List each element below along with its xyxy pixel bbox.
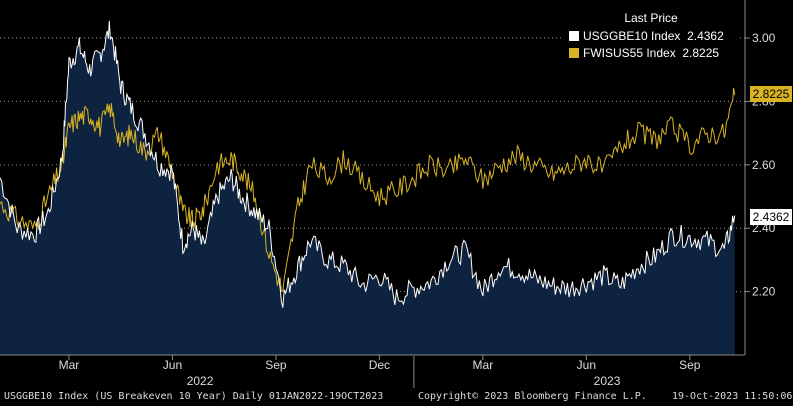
- legend-entry-fwisus55: FWISUS55 Index 2.8225: [569, 46, 719, 60]
- usggbe10-area: [0, 20, 735, 356]
- x-tick-label: Dec: [369, 358, 390, 372]
- fwisus55-line: [0, 87, 736, 292]
- footer-bar: USGGBE10 Index (US Breakeven 10 Year) Da…: [0, 388, 793, 406]
- legend-series-value: 2.4362: [687, 29, 724, 43]
- x-tick-label: Jun: [577, 358, 596, 372]
- legend-series-name: USGGBE10 Index: [583, 29, 681, 43]
- y-tick-label: 2.20: [752, 285, 776, 299]
- footer-copyright: Copyright© 2023 Bloomberg Finance L.P.: [418, 391, 647, 402]
- footer-timestamp: 19-Oct-2023 11:50:06: [672, 391, 793, 402]
- x-tick-label: Sep: [265, 358, 287, 372]
- x-tick-label: Mar: [59, 358, 80, 372]
- legend-title: Last Price: [624, 11, 678, 25]
- legend: Last Price USGGBE10 Index 2.4362 FWISUS5…: [563, 8, 739, 64]
- legend-swatch: [569, 31, 579, 41]
- last-price-tag-usggbe10: 2.4362: [750, 208, 792, 225]
- x-year-label: 2022: [187, 374, 214, 388]
- x-year-label: 2023: [594, 374, 621, 388]
- x-tick-label: Mar: [473, 358, 494, 372]
- y-tick-label: 3.00: [752, 31, 776, 45]
- legend-swatch: [569, 48, 579, 58]
- x-tick-label: Jun: [163, 358, 182, 372]
- footer-security: USGGBE10 Index (US Breakeven 10 Year) Da…: [4, 391, 384, 402]
- y-axis-ticks: 2.202.402.602.803.00: [745, 31, 776, 299]
- legend-series-value: 2.8225: [682, 46, 720, 60]
- x-tick-label: Sep: [679, 358, 701, 372]
- last-price-tag-fwisus55: 2.8225: [750, 86, 792, 103]
- usggbe10-line: [0, 20, 736, 308]
- legend-series-name: FWISUS55 Index: [583, 46, 676, 60]
- x-axis-ticks: Mar Jun Sep Dec Mar Jun Sep 2022 2023: [59, 355, 701, 388]
- legend-entry-usggbe10: USGGBE10 Index 2.4362: [569, 29, 724, 43]
- y-tick-label: 2.60: [752, 158, 776, 172]
